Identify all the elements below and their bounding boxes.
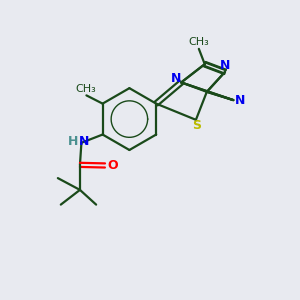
Text: N: N xyxy=(79,135,89,148)
Text: N: N xyxy=(171,72,181,86)
Text: CH₃: CH₃ xyxy=(188,38,209,47)
Text: N: N xyxy=(235,94,245,106)
Text: N: N xyxy=(220,59,230,72)
Text: CH₃: CH₃ xyxy=(76,84,96,94)
Text: H: H xyxy=(68,135,78,148)
Text: S: S xyxy=(192,118,201,132)
Text: O: O xyxy=(107,159,118,172)
